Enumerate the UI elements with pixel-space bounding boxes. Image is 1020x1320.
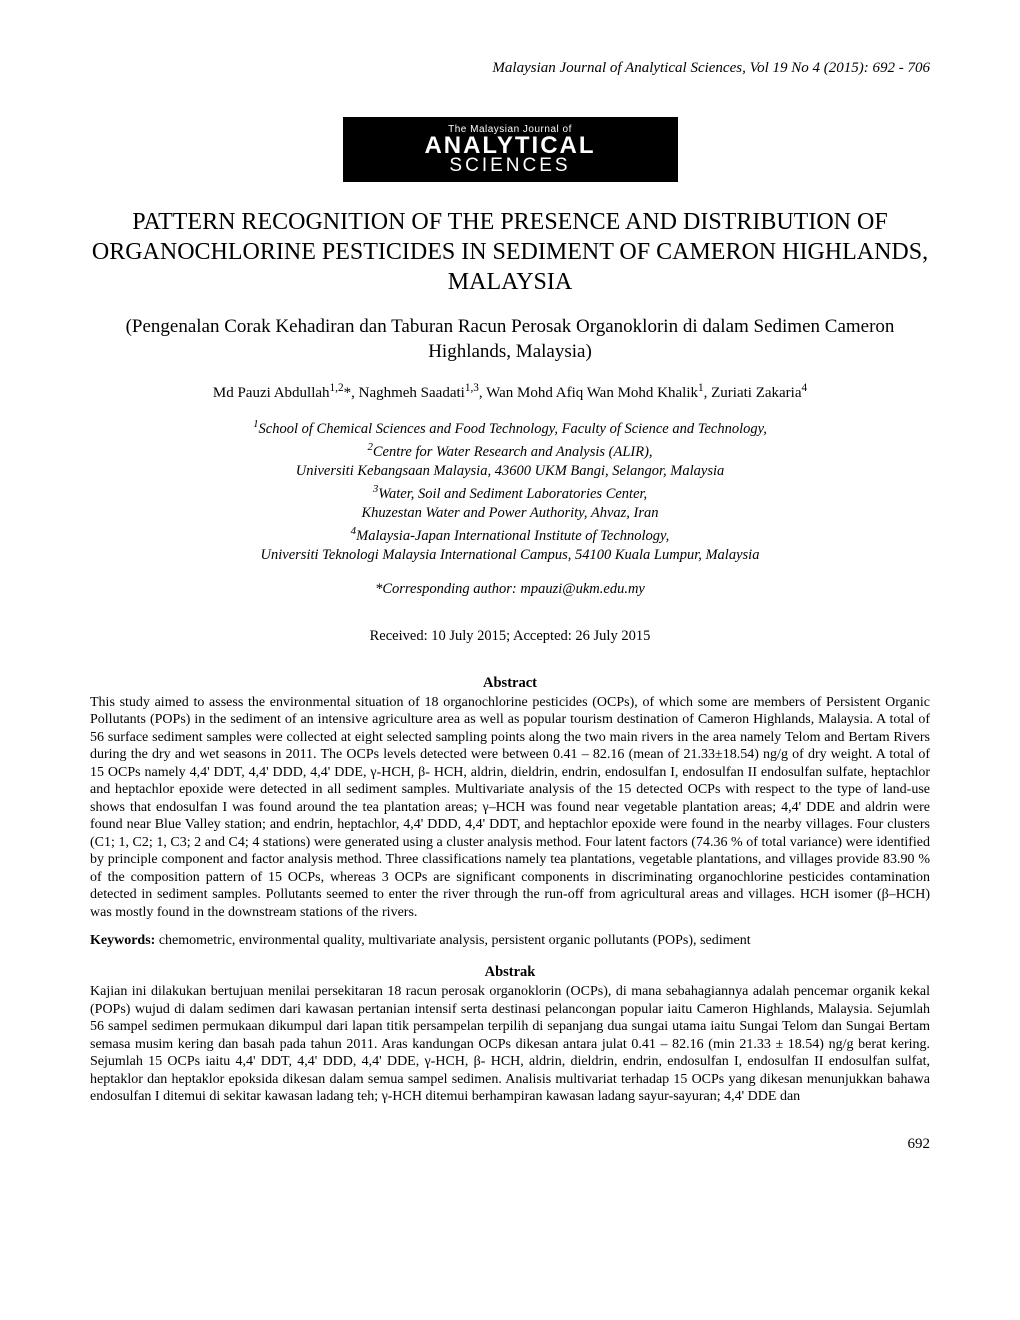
keywords-text: chemometric, environmental quality, mult… [155,933,750,948]
logo-sub-text: SCIENCES [449,157,570,175]
abstract-body: This study aimed to assess the environme… [90,694,930,922]
abstract-heading: Abstract [90,675,930,692]
corresponding-author: *Corresponding author: mpauzi@ukm.edu.my [90,581,930,598]
journal-citation: Malaysian Journal of Analytical Sciences… [90,60,930,77]
journal-logo: The Malaysian Journal of ANALYTICAL SCIE… [343,117,678,182]
article-title: PATTERN RECOGNITION OF THE PRESENCE AND … [90,207,930,297]
authors-line: Md Pauzi Abdullah1,2*, Naghmeh Saadati1,… [90,382,930,402]
logo-main-text: ANALYTICAL [424,135,595,158]
affiliations-block: 1School of Chemical Sciences and Food Te… [90,417,930,565]
abstrak-heading: Abstrak [90,964,930,981]
keywords-line: Keywords: chemometric, environmental qua… [90,933,930,949]
article-subtitle: (Pengenalan Corak Kehadiran dan Taburan … [90,315,930,364]
page-number: 692 [90,1136,930,1153]
abstrak-body: Kajian ini dilakukan bertujuan menilai p… [90,983,930,1106]
received-accepted-dates: Received: 10 July 2015; Accepted: 26 Jul… [90,628,930,645]
keywords-label: Keywords: [90,933,155,948]
